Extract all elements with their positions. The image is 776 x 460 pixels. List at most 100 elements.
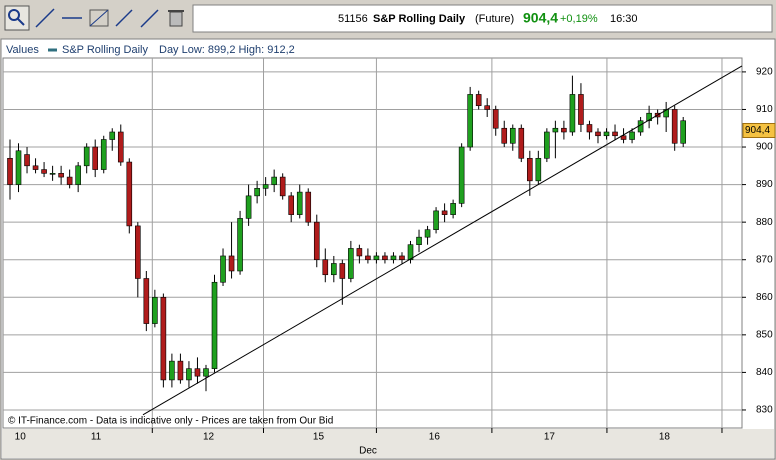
candle-body xyxy=(245,195,252,219)
x-tick-label: 12 xyxy=(203,432,215,443)
candle-body xyxy=(467,94,473,148)
candle-body xyxy=(356,248,363,257)
zoom-icon xyxy=(8,9,20,21)
candle-body xyxy=(339,263,346,279)
header-label: Values xyxy=(6,44,39,56)
candle-body xyxy=(390,255,397,261)
quote-change: +0,19% xyxy=(560,13,598,25)
candle-body xyxy=(109,131,116,140)
candle-body xyxy=(646,112,652,122)
candle-body xyxy=(296,191,303,215)
candle-body xyxy=(509,127,516,144)
candle-body xyxy=(424,229,431,238)
candle-body xyxy=(271,176,277,185)
x-axis-label: Dec xyxy=(359,446,377,457)
y-tick-label: 860 xyxy=(756,292,773,303)
candle-body xyxy=(492,109,499,129)
zoom-icon xyxy=(17,18,25,26)
candle-body xyxy=(450,203,456,215)
candle-body xyxy=(220,255,226,283)
candle-body xyxy=(254,188,260,197)
fib-icon xyxy=(89,9,109,27)
candle-body xyxy=(194,368,201,377)
candle-body xyxy=(24,154,30,167)
candle-body xyxy=(416,236,422,245)
y-tick-label: 840 xyxy=(756,367,773,378)
candle-body xyxy=(612,131,618,137)
candle-body xyxy=(484,105,491,110)
candle-body xyxy=(348,248,354,279)
y-tick-label: 830 xyxy=(756,405,773,416)
candle-body xyxy=(578,94,584,125)
y-tick-label: 890 xyxy=(756,179,773,190)
candle-body xyxy=(527,157,533,182)
candle-body xyxy=(603,131,610,137)
quote-box xyxy=(192,4,773,33)
quote-code: 51156 xyxy=(338,13,368,25)
candle-body xyxy=(365,255,371,261)
toolbar-buttons xyxy=(4,5,184,31)
candle-body xyxy=(32,165,39,170)
candle-body xyxy=(100,139,107,170)
candle-body xyxy=(135,225,141,279)
y-tick-label: 870 xyxy=(756,254,773,265)
candle-body xyxy=(152,296,158,324)
candle-body xyxy=(382,255,388,261)
x-tick-label: 16 xyxy=(429,432,441,443)
candle-body xyxy=(544,131,550,159)
candle-body xyxy=(143,278,150,324)
candle-body xyxy=(41,169,47,174)
y-tick-label: 910 xyxy=(756,104,773,115)
candle-body xyxy=(237,218,243,272)
candle-body xyxy=(186,368,192,381)
candle-body xyxy=(117,131,124,163)
candle-body xyxy=(177,360,184,381)
x-tick-label: 11 xyxy=(91,432,102,443)
candle-body xyxy=(7,157,13,185)
candle-body xyxy=(663,109,669,118)
last-price-label: 904,4 xyxy=(745,125,770,136)
quote-time: 16:30 xyxy=(610,13,638,25)
quote-name: S&P Rolling Daily xyxy=(373,13,466,25)
candle-body xyxy=(211,281,218,369)
candle-body xyxy=(228,255,235,272)
candle-body xyxy=(279,176,286,197)
quote-price: 904,4 xyxy=(523,10,558,26)
y-tick-label: 920 xyxy=(756,67,773,78)
candle-body xyxy=(160,296,167,381)
line-icon xyxy=(35,8,55,28)
candle-body xyxy=(203,368,209,377)
x-tick-label: 15 xyxy=(313,432,325,443)
y-tick-label: 850 xyxy=(756,329,773,340)
y-tick-label: 880 xyxy=(756,217,773,228)
candle-body xyxy=(458,146,465,204)
x-tick-label: 10 xyxy=(15,432,27,443)
day-range: Day Low: 899,2 High: 912,2 xyxy=(159,44,295,56)
candle-body xyxy=(322,259,329,276)
x-axis-strip xyxy=(2,429,774,458)
candle-body xyxy=(66,176,73,185)
legend-label: S&P Rolling Daily xyxy=(62,44,149,56)
candle-body xyxy=(407,244,414,261)
candle-body xyxy=(680,120,687,144)
candle-body xyxy=(501,127,508,144)
x-tick-label: 18 xyxy=(659,432,671,443)
move-icon xyxy=(115,9,133,27)
candle-body xyxy=(671,109,678,144)
trash-icon xyxy=(169,11,183,27)
candle-body xyxy=(15,150,22,185)
candle-body xyxy=(595,131,601,137)
candle-body xyxy=(169,360,175,381)
candle-body xyxy=(399,255,405,261)
fib-icon xyxy=(89,9,109,27)
candle-body xyxy=(288,195,295,215)
candle-body xyxy=(75,165,81,185)
candle-body xyxy=(83,146,90,167)
last-price-tag xyxy=(742,122,776,138)
candle-body xyxy=(586,124,593,133)
candle-body xyxy=(92,146,99,170)
candle-body xyxy=(535,157,542,182)
candle-body xyxy=(262,184,269,189)
candle-body xyxy=(305,191,312,223)
